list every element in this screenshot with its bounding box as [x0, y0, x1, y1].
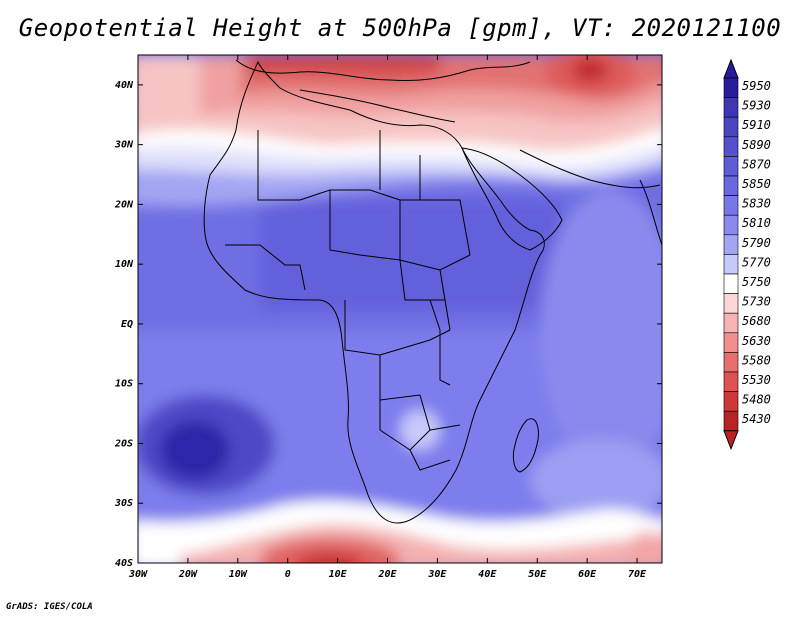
colorbar-bottom-arrow: [723, 430, 739, 451]
colorbar-swatch: [723, 312, 739, 334]
colorbar-level-label: 5680: [742, 314, 771, 328]
lat-label: 20S: [114, 438, 133, 449]
lon-label: 10E: [329, 569, 348, 580]
longitude-axis: 30W 20W 10W 0 10E 20E 30E 40E 50E 60E 70E: [128, 55, 647, 580]
colorbar-swatch: [723, 214, 739, 236]
colorbar-top-arrow: [723, 58, 739, 79]
lat-label: 30S: [114, 498, 133, 509]
lon-label: 50E: [528, 569, 547, 580]
lon-label: 20E: [377, 569, 397, 580]
latitude-axis: 40N 30N 20N 10N EQ 10S 20S 30S 40S: [114, 80, 662, 569]
lon-label: 40E: [478, 569, 497, 580]
lon-label: 10W: [229, 569, 248, 580]
colorbar-swatch: [723, 391, 739, 412]
lon-label: 60E: [578, 569, 597, 580]
software-credit: GrADS: IGES/COLA: [6, 602, 93, 612]
colorbar-level-label: 5790: [742, 236, 771, 250]
colorbar-swatch: [723, 77, 739, 98]
colorbar-level-label: 5730: [742, 295, 771, 309]
plot-frame: [137, 54, 663, 564]
lon-label: 30E: [427, 569, 447, 580]
colorbar-level-label: 5770: [742, 255, 771, 269]
colorbar: 5950 5930 5910 5890 5870 5850 5830 5810 5790 5770…: [723, 58, 771, 451]
colorbar-swatch: [723, 254, 739, 275]
colorbar-swatch: [723, 156, 739, 177]
colorbar-level-label: 5930: [742, 99, 771, 113]
colorbar-swatch: [723, 410, 739, 432]
lon-label: 70E: [628, 569, 647, 580]
colorbar-level-label: 5950: [742, 79, 771, 93]
colorbar-level-label: 5910: [742, 118, 771, 132]
height-field: [138, 55, 662, 563]
lat-label: 10S: [115, 379, 133, 390]
lon-label: 0: [285, 569, 291, 580]
colorbar-swatch: [723, 175, 739, 196]
lat-label: EQ: [121, 319, 133, 330]
lat-label: 40S: [115, 558, 133, 569]
colorbar-level-label: 5530: [742, 373, 771, 387]
lat-label: 10N: [115, 259, 134, 270]
colorbar-swatch: [723, 352, 739, 373]
colorbar-level-label: 5750: [742, 275, 771, 289]
colorbar-level-label: 5890: [742, 138, 771, 152]
colorbar-level-label: 5810: [742, 216, 771, 230]
colorbar-level-label: 5480: [742, 393, 771, 407]
colorbar-level-label: 5830: [742, 197, 771, 211]
colorbar-swatch: [723, 136, 739, 157]
colorbar-swatch: [723, 195, 739, 216]
colorbar-swatch: [723, 332, 739, 353]
colorbar-swatch: [723, 234, 739, 255]
colorbar-swatch: [723, 273, 739, 294]
colorbar-level-label: 5580: [742, 353, 771, 367]
colorbar-swatch: [723, 97, 739, 118]
colorbar-level-label: 5630: [742, 334, 771, 348]
lat-label: 20N: [114, 199, 134, 210]
colorbar-swatch: [723, 293, 739, 314]
colorbar-level-label: 5870: [742, 157, 771, 171]
colorbar-level-label: 5850: [742, 177, 771, 191]
coastlines: [203, 59, 662, 524]
colorbar-level-label: 5430: [742, 412, 771, 426]
lon-label: 30W: [128, 569, 148, 580]
lat-label: 30N: [114, 140, 134, 151]
chart-title: Geopotential Height at 500hPa [gpm], VT:…: [18, 14, 782, 42]
lat-label: 40N: [115, 80, 134, 91]
lon-label: 20W: [178, 569, 198, 580]
colorbar-swatch: [723, 371, 739, 392]
colorbar-swatch: [723, 116, 739, 138]
